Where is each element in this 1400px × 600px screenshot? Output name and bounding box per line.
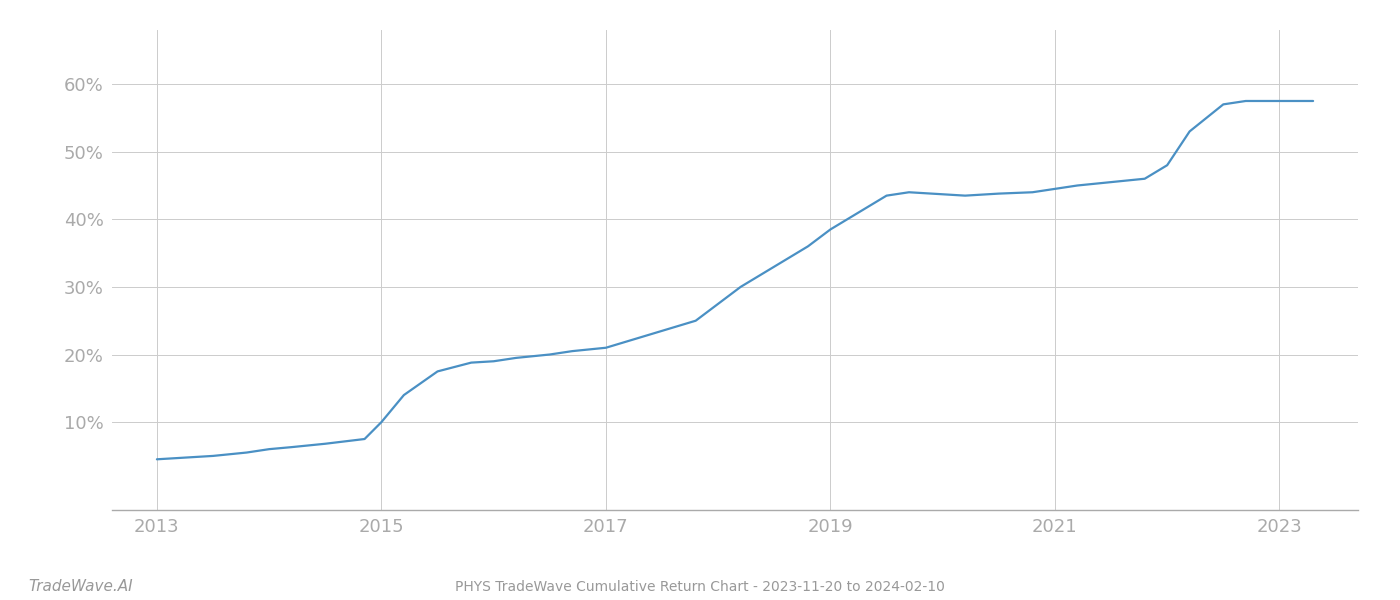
- Text: TradeWave.AI: TradeWave.AI: [28, 579, 133, 594]
- Text: PHYS TradeWave Cumulative Return Chart - 2023-11-20 to 2024-02-10: PHYS TradeWave Cumulative Return Chart -…: [455, 580, 945, 594]
